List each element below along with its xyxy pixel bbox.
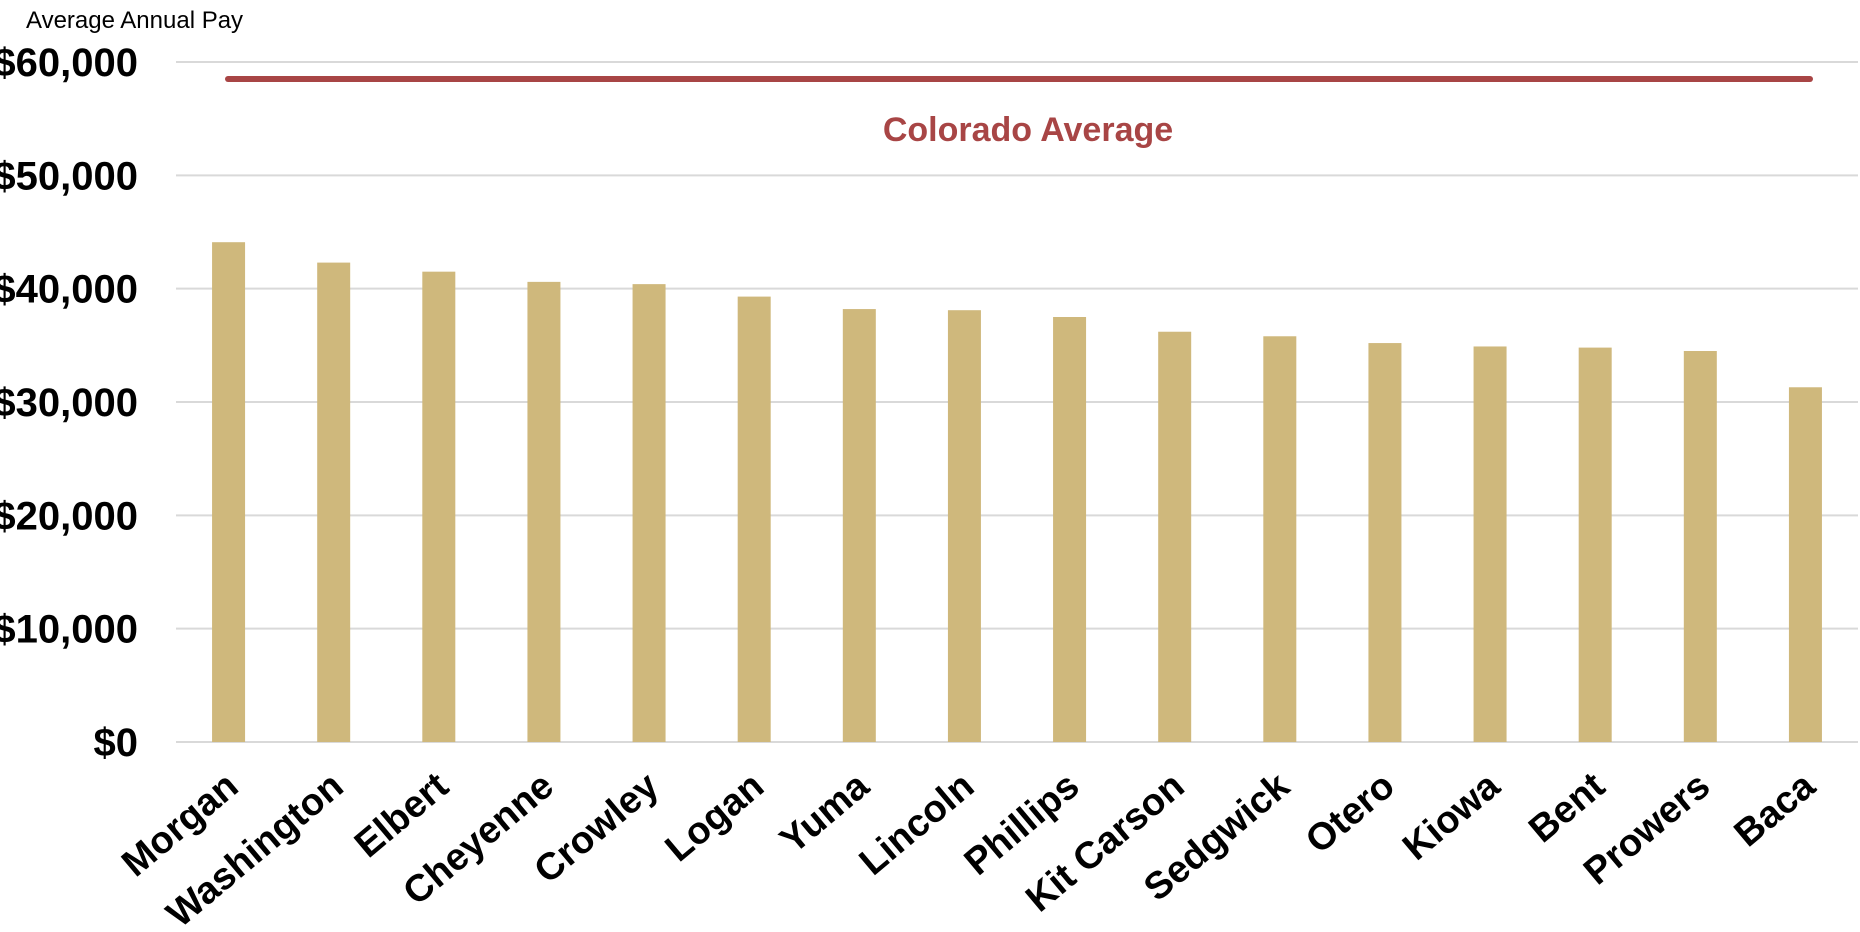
bar <box>1578 347 1612 742</box>
bar <box>317 262 351 742</box>
x-tick-label: Baca <box>1727 764 1824 855</box>
bar <box>1158 331 1192 742</box>
x-axis-ticks: MorganWashingtonElbertCheyenneCrowleyLog… <box>114 764 1824 932</box>
y-tick-label: $60,000 <box>0 41 138 85</box>
y-tick-label: $20,000 <box>0 494 138 538</box>
x-tick-label: Lincoln <box>852 765 982 884</box>
bar <box>1263 336 1297 742</box>
bars <box>212 242 1822 742</box>
bar <box>1368 343 1402 742</box>
y-axis-label: Average Annual Pay <box>26 7 243 34</box>
x-tick-label: Bent <box>1521 765 1613 852</box>
reference-line-group: Colorado Average <box>225 76 1813 149</box>
gridlines <box>176 61 1858 743</box>
bar <box>632 284 666 742</box>
x-tick-label: Logan <box>658 765 772 870</box>
x-tick-label: Otero <box>1298 765 1403 862</box>
y-tick-label: $30,000 <box>0 381 138 425</box>
x-tick-label: Washington <box>159 765 351 932</box>
bar <box>947 310 981 742</box>
bar <box>527 281 561 742</box>
y-tick-label: $10,000 <box>0 608 138 652</box>
x-tick-label: Kiowa <box>1395 764 1508 869</box>
bar <box>1473 346 1507 742</box>
y-axis-ticks: $0 $10,000 $20,000 $30,000 $40,000 $50,000 $60… <box>0 41 138 765</box>
reference-line-label: Colorado Average <box>883 111 1173 149</box>
bar <box>1053 317 1087 742</box>
bar <box>1788 387 1822 742</box>
y-tick-label: $50,000 <box>0 154 138 198</box>
bar <box>422 271 456 742</box>
bar <box>212 242 246 742</box>
bar <box>842 309 876 742</box>
y-tick-label: $0 <box>94 721 139 765</box>
bar <box>1683 351 1717 742</box>
y-tick-label: $40,000 <box>0 268 138 312</box>
bar <box>737 296 771 742</box>
